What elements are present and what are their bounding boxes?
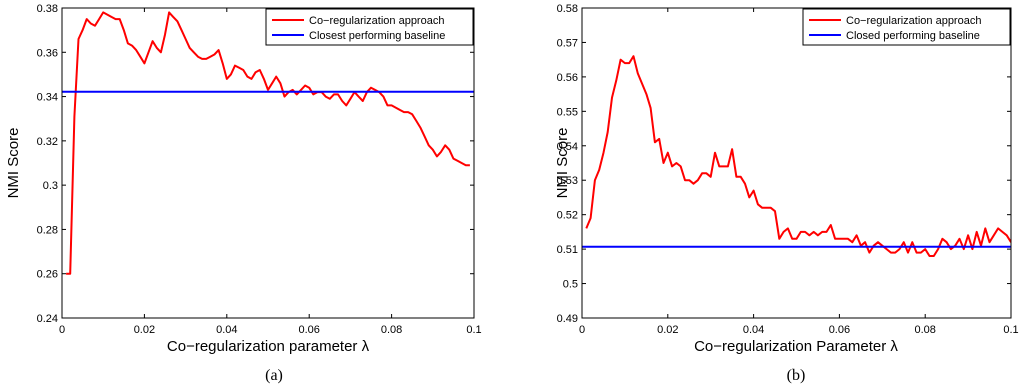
y-tick-label: 0.34 — [37, 92, 58, 104]
y-tick-label: 0.56 — [557, 72, 578, 84]
x-tick-label: 0.08 — [914, 324, 935, 336]
figure-caption: (b) — [787, 367, 806, 384]
y-tick-label: 0.5 — [563, 279, 578, 291]
legend-label: Closed performing baseline — [846, 30, 980, 42]
y-tick-label: 0.38 — [37, 3, 58, 15]
y-tick-label: 0.28 — [37, 224, 58, 236]
x-tick-label: 0.06 — [298, 324, 319, 336]
y-tick-label: 0.58 — [557, 3, 578, 15]
legend-box — [265, 8, 474, 46]
y-tick-label: 0.53 — [557, 175, 578, 187]
figure-caption: (a) — [265, 367, 283, 384]
x-tick-label: 0 — [59, 324, 65, 336]
x-tick-label: 0.02 — [134, 324, 155, 336]
legend-label: Closest performing baseline — [309, 30, 445, 42]
legend-label: Co−regularization approach — [846, 15, 981, 27]
x-tick-label: 0.02 — [657, 324, 678, 336]
x-tick-label: 0.04 — [216, 324, 237, 336]
y-tick-label: 0.3 — [43, 180, 58, 192]
y-tick-label: 0.49 — [557, 313, 578, 325]
axes-box — [581, 7, 1012, 319]
legend: Co−regularization approach Closest perfor… — [265, 8, 474, 46]
legend-box — [802, 8, 1011, 46]
axes-box — [61, 7, 475, 319]
y-tick-label: 0.51 — [557, 244, 578, 256]
x-axis-label: Co−regularization Parameter λ — [694, 338, 898, 355]
y-tick-label: 0.55 — [557, 106, 578, 118]
y-tick-label: 0.32 — [37, 136, 58, 148]
x-tick-label: 0.1 — [466, 324, 481, 336]
x-tick-label: 0.06 — [829, 324, 850, 336]
y-axis-label: NMI Score — [554, 128, 571, 199]
x-tick-label: 0.1 — [1003, 324, 1018, 336]
y-tick-label: 0.26 — [37, 269, 58, 281]
x-axis-label: Co−regularization parameter λ — [167, 338, 370, 355]
y-tick-label: 0.36 — [37, 47, 58, 59]
y-tick-label: 0.57 — [557, 37, 578, 49]
legend-label: Co−regularization approach — [309, 15, 444, 27]
chart-a: 0 0.02 0.04 0.06 0.08 0.1 0.24 0.26 0.28 0.3 0.32 0… — [5, 3, 482, 384]
x-tick-label: 0 — [579, 324, 585, 336]
x-tick-label: 0.04 — [743, 324, 764, 336]
series-line-co-regularization — [66, 11, 470, 275]
series-line-co-regularization — [585, 55, 1011, 257]
y-tick-label: 0.54 — [557, 141, 578, 153]
x-tick-label: 0.08 — [381, 324, 402, 336]
y-tick-label: 0.52 — [557, 210, 578, 222]
y-tick-label: 0.24 — [37, 313, 58, 325]
chart-b: 0 0.02 0.04 0.06 0.08 0.1 0.49 0.5 0.51 0.52 0.53 0… — [554, 3, 1019, 384]
y-axis-label: NMI Score — [5, 128, 22, 199]
legend: Co−regularization approach Closed perform… — [802, 8, 1011, 46]
